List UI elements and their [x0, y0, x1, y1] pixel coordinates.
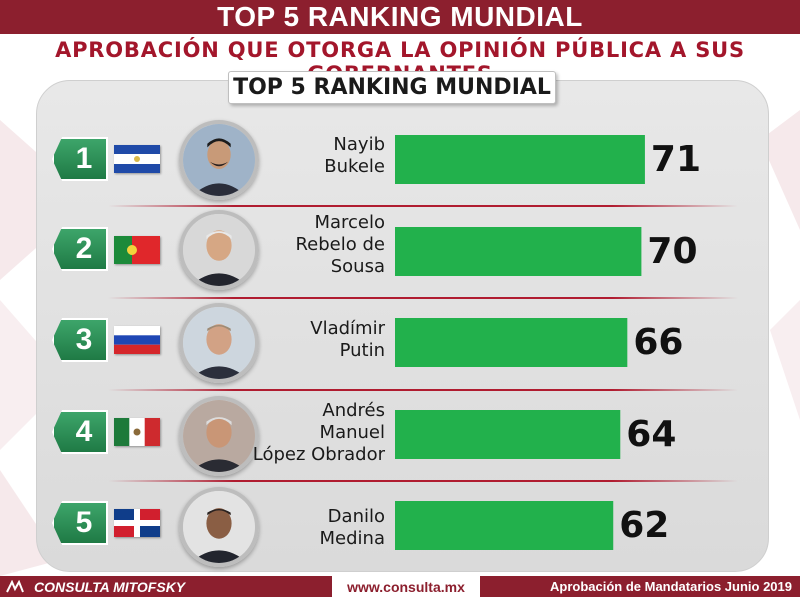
- person-icon: [183, 491, 255, 563]
- person-icon: [183, 307, 255, 379]
- portrait-avatar: [179, 210, 259, 290]
- footer-url[interactable]: www.consulta.mx: [332, 576, 480, 597]
- leader-name: Vladímir Putin: [310, 318, 385, 361]
- leader-name: Marcelo Rebelo de Sousa: [295, 212, 385, 277]
- bar-value-label: 70: [647, 231, 698, 272]
- portrait-avatar: [179, 396, 259, 476]
- person-icon: [183, 124, 255, 196]
- rank-badge: 4: [52, 410, 108, 454]
- footer-brand: CONSULTA MITOFSKY: [6, 576, 185, 597]
- rank-number: 5: [75, 506, 93, 539]
- mitofsky-logo-icon: [6, 579, 24, 592]
- footer-url-text[interactable]: www.consulta.mx: [347, 578, 465, 595]
- bar-value-label: 64: [626, 414, 677, 455]
- bar-value-label: 71: [650, 139, 702, 180]
- person-icon: [183, 214, 255, 286]
- row-divider: [108, 205, 738, 207]
- rank-number: 1: [75, 142, 93, 175]
- leader-name: Danilo Medina: [319, 506, 385, 549]
- row-divider: [108, 389, 738, 391]
- portrait-avatar: [179, 120, 259, 200]
- portrait-avatar: [179, 487, 259, 567]
- rank-badge: 5: [52, 501, 108, 545]
- leader-name: Andrés Manuel López Obrador: [252, 400, 385, 465]
- bar-value-label: 66: [633, 322, 684, 363]
- row-divider: [108, 480, 738, 482]
- flag-dominican-republic-icon: [114, 509, 160, 537]
- panel-title-box: TOP 5 RANKING MUNDIAL: [228, 71, 556, 104]
- panel-title: TOP 5 RANKING MUNDIAL: [233, 75, 551, 100]
- bar-value-label: 62: [619, 505, 670, 546]
- rank-badge: 1: [52, 137, 108, 181]
- rank-number: 3: [75, 323, 93, 356]
- footer-brand-text: CONSULTA MITOFSKY: [34, 578, 186, 595]
- rank-number: 2: [75, 232, 93, 265]
- footer-caption-text: Aprobación de Mandatarios Junio 2019: [550, 579, 792, 594]
- flag-el-salvador-icon: [114, 145, 160, 173]
- footer-caption: Aprobación de Mandatarios Junio 2019: [550, 576, 792, 597]
- person-icon: [183, 400, 255, 472]
- portrait-avatar: [179, 303, 259, 383]
- footer-band: CONSULTA MITOFSKY www.consulta.mx Aproba…: [0, 576, 800, 597]
- flag-russia-icon: [114, 326, 160, 354]
- flag-portugal-icon: [114, 236, 160, 264]
- row-divider: [108, 297, 738, 299]
- flag-mexico-icon: [114, 418, 160, 446]
- rank-number: 4: [75, 415, 93, 448]
- header-band: TOP 5 RANKING MUNDIAL: [0, 0, 800, 34]
- page-title: TOP 5 RANKING MUNDIAL: [217, 1, 583, 32]
- leader-name: Nayib Bukele: [324, 134, 385, 177]
- rank-badge: 3: [52, 318, 108, 362]
- rank-badge: 2: [52, 227, 108, 271]
